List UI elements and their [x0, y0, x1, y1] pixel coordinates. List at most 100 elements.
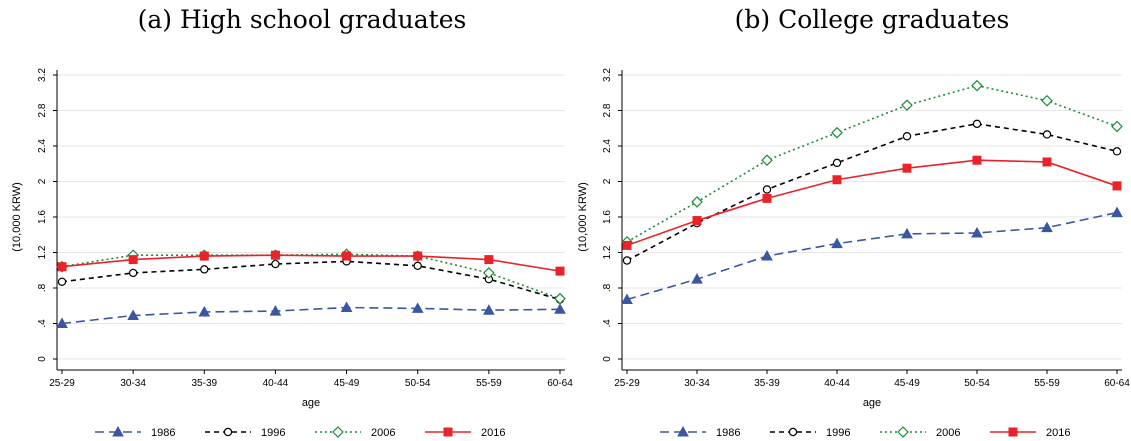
- series-line-1986: [626, 211, 1118, 301]
- legend-marker: [897, 426, 909, 438]
- series-line-2016: [61, 254, 561, 272]
- data-point-2006: [901, 99, 913, 112]
- x-tick-label: 55-59: [1034, 378, 1060, 389]
- data-point-2006: [1041, 94, 1053, 107]
- x-axis-label: age: [863, 397, 881, 409]
- data-point-1996: [128, 268, 138, 278]
- x-tick-label: 50-54: [964, 378, 990, 389]
- data-point-1986: [127, 309, 139, 321]
- x-tick-label: 25-29: [49, 378, 75, 389]
- legend-item-1996: 1996: [770, 427, 850, 439]
- y-tick-label: .8: [602, 283, 613, 292]
- data-point-1996: [972, 119, 982, 129]
- chart-panel-2: (b) College graduates 0 .4 .8 1.2 1.6 2 2.4 2.8 3…: [577, 5, 1130, 439]
- legend-marker: [112, 425, 124, 437]
- y-tick-label: 1.2: [37, 245, 48, 259]
- data-point-2016: [555, 266, 565, 276]
- data-point-1996: [832, 158, 842, 168]
- y-tick-label: 1.6: [37, 210, 48, 224]
- data-point-1996: [622, 256, 632, 265]
- y-tick-label: 1.6: [602, 210, 613, 224]
- data-point-1986: [621, 293, 633, 305]
- y-tick-label: .4: [37, 319, 48, 328]
- x-tick-label: 60-64: [547, 378, 573, 389]
- legend-marker: [332, 426, 344, 438]
- data-point-1986: [761, 250, 773, 261]
- legend-label: 2006: [936, 427, 960, 439]
- x-tick-label: 35-39: [191, 378, 217, 389]
- data-point-1996: [1042, 130, 1052, 139]
- x-tick-label: 40-44: [263, 378, 289, 389]
- data-point-2016: [832, 175, 842, 185]
- data-point-2006: [483, 267, 495, 279]
- y-tick-label: 3.2: [602, 68, 613, 82]
- x-tick-label: 45-49: [894, 378, 920, 389]
- data-point-1986: [1041, 221, 1053, 233]
- data-point-2016: [902, 163, 912, 173]
- legend-item-2016: 2016: [990, 427, 1070, 439]
- data-point-2016: [972, 155, 982, 165]
- data-point-2016: [342, 251, 352, 261]
- x-tick-label: 50-54: [405, 378, 431, 389]
- legend-marker: [1008, 427, 1018, 437]
- y-tick-label: 1.2: [602, 245, 613, 259]
- data-point-1996: [902, 132, 912, 141]
- data-point-2016: [1042, 157, 1052, 167]
- data-point-2016: [484, 255, 494, 265]
- data-point-2016: [762, 193, 772, 203]
- legend-marker: [223, 427, 233, 437]
- legend-item-1986: 1986: [95, 425, 175, 439]
- legend-label: 2016: [1046, 427, 1070, 439]
- x-axis-label: age: [302, 397, 320, 409]
- data-point-1996: [1112, 147, 1122, 156]
- y-axis-label: (10,000 KRW): [577, 182, 589, 252]
- data-point-1996: [762, 185, 772, 194]
- legend-marker: [677, 425, 689, 437]
- y-tick-label: 3.2: [37, 68, 48, 82]
- legend-item-2016: 2016: [425, 427, 505, 439]
- x-tick-label: 30-34: [120, 378, 146, 389]
- legend-item-2006: 2006: [880, 426, 960, 439]
- data-point-1986: [269, 305, 282, 316]
- data-point-1986: [198, 305, 211, 317]
- data-point-2006: [554, 292, 566, 305]
- chart-panel-1: (a) High school graduates 0 .4 .8 1.2 1.6 2 2.4…: [11, 5, 573, 439]
- legend-label: 2016: [481, 427, 505, 439]
- y-tick-label: 2: [602, 178, 613, 184]
- x-tick-label: 40-44: [824, 378, 850, 389]
- data-point-2016: [199, 251, 209, 261]
- data-point-2006: [761, 154, 773, 167]
- y-tick-label: 0: [37, 356, 48, 362]
- data-point-1986: [831, 237, 843, 249]
- data-point-1996: [57, 277, 67, 286]
- x-tick-label: 30-34: [684, 378, 710, 389]
- legend-marker: [443, 427, 453, 437]
- data-point-2016: [57, 262, 67, 272]
- legend-label: 1996: [826, 427, 850, 439]
- data-point-1996: [271, 259, 280, 269]
- data-point-1996: [413, 261, 422, 271]
- x-tick-label: 45-49: [334, 378, 360, 389]
- data-point-1986: [901, 227, 913, 239]
- data-point-1986: [971, 226, 983, 238]
- data-point-2006: [691, 196, 703, 208]
- x-tick-label: 25-29: [614, 378, 640, 389]
- data-point-2016: [1112, 181, 1122, 191]
- legend-label: 1996: [261, 427, 285, 439]
- legend-item-1986: 1986: [660, 425, 740, 439]
- chart-title: (a) High school graduates: [138, 5, 467, 34]
- data-point-2016: [692, 216, 702, 226]
- data-point-1986: [56, 317, 68, 328]
- data-point-1986: [554, 303, 566, 314]
- y-tick-label: 2.4: [602, 139, 613, 153]
- legend-label: 1986: [716, 427, 740, 439]
- x-tick-label: 60-64: [1104, 378, 1130, 389]
- y-tick-label: 2.4: [37, 139, 48, 153]
- y-tick-label: 2: [37, 178, 48, 184]
- x-tick-label: 55-59: [476, 378, 502, 389]
- legend-label: 1986: [151, 427, 175, 439]
- data-point-1986: [340, 301, 353, 313]
- legend-item-2006: 2006: [315, 426, 395, 439]
- chart-title: (b) College graduates: [735, 5, 1010, 34]
- series-line-1996: [626, 123, 1118, 262]
